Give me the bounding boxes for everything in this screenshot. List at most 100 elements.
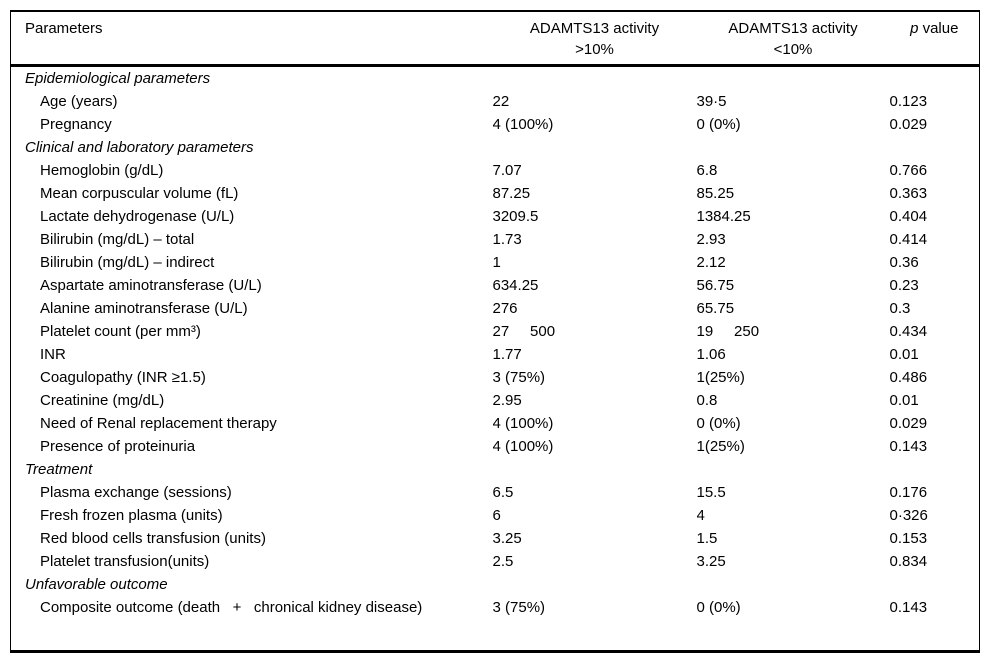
table-row: Platelet transfusion(units) 2.5 3.25 0.834 [11, 550, 980, 573]
param-cell: Bilirubin (mg/dL) – total [40, 231, 195, 248]
lt10-cell: 1.06 [696, 346, 726, 363]
pvalue-cell: 0.834 [889, 553, 928, 570]
header-adamts13-gt10-line1: ADAMTS13 activity [529, 20, 660, 37]
param-cell: Presence of proteinuria [40, 438, 196, 455]
table-row: Fresh frozen plasma (units) 6 4 0·326 [11, 504, 980, 527]
gt10-cell: 6 [492, 507, 501, 524]
pvalue-cell: 0.143 [889, 438, 928, 455]
lt10-cell: 15.5 [696, 484, 726, 501]
lt10-cell: 0 (0%) [696, 599, 741, 616]
gt10-cell: 4 (100%) [492, 116, 554, 133]
section-row: Treatment [11, 458, 980, 481]
pvalue-cell: 0.123 [889, 93, 928, 110]
gt10-cell: 87.25 [492, 185, 531, 202]
pvalue-cell: 0.766 [889, 162, 928, 179]
table-row: Platelet count (per mm³) 27 500 19 250 0.43… [11, 320, 980, 343]
param-cell: Fresh frozen plasma (units) [40, 507, 223, 524]
gt10-cell: 2.5 [492, 553, 514, 570]
lt10-cell: 85.25 [696, 185, 735, 202]
section-label: Epidemiological parameters [25, 70, 211, 87]
header-row: Parameters ADAMTS13 activity >10% ADAMTS… [10, 11, 980, 67]
header-p-value: p value [889, 11, 980, 67]
header-p-italic: p [910, 20, 919, 37]
gt10-cell: 2.95 [492, 392, 522, 409]
lt10-cell: 0.8 [696, 392, 718, 409]
lt10-cell: 65.75 [696, 300, 735, 317]
gt10-cell: 6.5 [492, 484, 514, 501]
param-cell: Alanine aminotransferase (U/L) [40, 300, 248, 317]
lt10-cell: 1(25%) [696, 369, 745, 386]
gt10-cell: 3 (75%) [492, 369, 546, 386]
param-cell: Aspartate aminotransferase (U/L) [40, 277, 262, 294]
table-body: Epidemiological parameters Age (years) 22… [11, 66, 980, 652]
table-row: Bilirubin (mg/dL) – total 1.73 2.93 0.414 [11, 228, 980, 251]
gt10-cell: 4 (100%) [492, 438, 554, 455]
table-row: Alanine aminotransferase (U/L) 276 65.75 0.… [11, 297, 980, 320]
table-row: Coagulopathy (INR ≥1.5) 3 (75%) 1(25%) 0.48… [11, 366, 980, 389]
pvalue-cell: 0.434 [889, 323, 928, 340]
param-cell: Need of Renal replacement therapy [40, 415, 277, 432]
table-row: Presence of proteinuria 4 (100%) 1(25%) 0.1… [11, 435, 980, 458]
table-row: Pregnancy 4 (100%) 0 (0%) 0.029 [11, 113, 980, 136]
header-adamts13-gt10: ADAMTS13 activity >10% [492, 11, 697, 67]
lt10-cell: 2.93 [696, 231, 726, 248]
gt10-cell: 4 (100%) [492, 415, 554, 432]
pvalue-cell: 0.363 [889, 185, 928, 202]
gt10-cell: 1.77 [492, 346, 522, 363]
lt10-cell: 0 (0%) [696, 415, 741, 432]
lt10-cell: 56.75 [696, 277, 735, 294]
table-row: Creatinine (mg/dL) 2.95 0.8 0.01 [11, 389, 980, 412]
param-cell: Hemoglobin (g/dL) [40, 162, 164, 179]
param-cell: Creatinine (mg/dL) [40, 392, 165, 409]
pvalue-cell: 0.36 [889, 254, 919, 271]
gt10-cell: 27 500 [492, 323, 556, 340]
table-row: Need of Renal replacement therapy 4 (100%… [11, 412, 980, 435]
param-cell: Platelet count (per mm³) [40, 323, 201, 340]
table-row: Red blood cells transfusion (units) 3.25 1… [11, 527, 980, 550]
header-adamts13-lt10-line1: ADAMTS13 activity [728, 20, 858, 37]
table-row: Mean corpuscular volume (fL) 87.25 85.25 0.… [11, 182, 980, 205]
parameters-table: Parameters ADAMTS13 activity >10% ADAMTS… [10, 10, 980, 653]
section-label: Unfavorable outcome [25, 576, 168, 593]
pvalue-cell: 0.23 [889, 277, 919, 294]
pvalue-cell: 0.029 [889, 116, 928, 133]
pvalue-cell: 0.3 [889, 300, 911, 317]
lt10-cell: 4 [696, 507, 705, 524]
section-row: Unfavorable outcome [11, 573, 980, 596]
table-row: Bilirubin (mg/dL) – indirect 1 2.12 0.36 [11, 251, 980, 274]
header-adamts13-lt10-line2: <10% [773, 41, 813, 58]
pvalue-cell: 0·326 [889, 507, 928, 524]
table-row: Lactate dehydrogenase (U/L) 3209.5 1384.25… [11, 205, 980, 228]
section-row: Clinical and laboratory parameters [11, 136, 980, 159]
gt10-cell: 1.73 [492, 231, 522, 248]
table-row: Composite outcome (death + chronical kid… [11, 596, 980, 652]
param-cell: Coagulopathy (INR ≥1.5) [40, 369, 206, 386]
param-cell: Red blood cells transfusion (units) [40, 530, 266, 547]
pvalue-cell: 0.414 [889, 231, 928, 248]
pvalue-cell: 0.153 [889, 530, 928, 547]
gt10-cell: 634.25 [492, 277, 539, 294]
header-parameters-label: Parameters [25, 20, 103, 37]
lt10-cell: 1.5 [696, 530, 718, 547]
lt10-cell: 0 (0%) [696, 116, 741, 133]
gt10-cell: 7.07 [492, 162, 522, 179]
param-cell: Platelet transfusion(units) [40, 553, 210, 570]
pvalue-cell: 0.029 [889, 415, 928, 432]
gt10-cell: 3209.5 [492, 208, 539, 225]
gt10-cell: 22 [492, 93, 510, 110]
gt10-cell: 3.25 [492, 530, 522, 547]
lt10-cell: 19 250 [696, 323, 760, 340]
lt10-cell: 3.25 [696, 553, 726, 570]
param-cell: Plasma exchange (sessions) [40, 484, 232, 501]
param-cell: INR [40, 346, 66, 363]
header-p-rest: value [918, 20, 959, 37]
pvalue-cell: 0.176 [889, 484, 928, 501]
lt10-cell: 2.12 [696, 254, 726, 271]
header-adamts13-lt10: ADAMTS13 activity <10% [696, 11, 890, 67]
lt10-cell: 39·5 [696, 93, 727, 110]
table-row: Age (years) 22 39·5 0.123 [11, 90, 980, 113]
table-row: Aspartate aminotransferase (U/L) 634.25 56… [11, 274, 980, 297]
table-row: INR 1.77 1.06 0.01 [11, 343, 980, 366]
pvalue-cell: 0.486 [889, 369, 928, 386]
lt10-cell: 1(25%) [696, 438, 745, 455]
